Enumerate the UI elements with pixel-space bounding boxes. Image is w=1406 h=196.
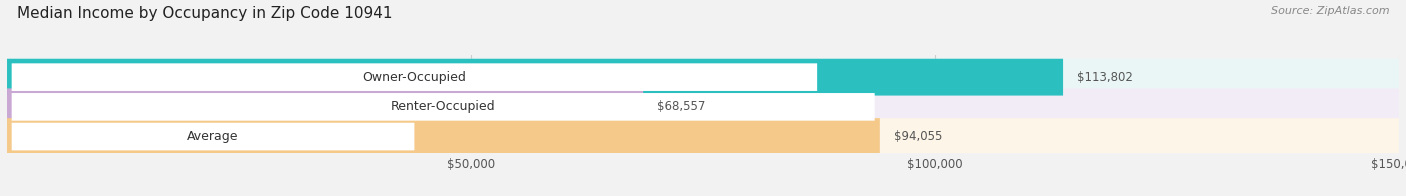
FancyBboxPatch shape xyxy=(7,88,643,125)
Text: Source: ZipAtlas.com: Source: ZipAtlas.com xyxy=(1271,6,1389,16)
Text: Owner-Occupied: Owner-Occupied xyxy=(363,71,467,84)
FancyBboxPatch shape xyxy=(11,63,817,91)
FancyBboxPatch shape xyxy=(7,118,1399,155)
Text: $94,055: $94,055 xyxy=(894,130,942,143)
FancyBboxPatch shape xyxy=(7,59,1399,96)
FancyBboxPatch shape xyxy=(11,93,875,121)
FancyBboxPatch shape xyxy=(11,123,415,150)
Text: Renter-Occupied: Renter-Occupied xyxy=(391,100,495,113)
FancyBboxPatch shape xyxy=(7,88,1399,125)
FancyBboxPatch shape xyxy=(7,59,1063,96)
Text: Median Income by Occupancy in Zip Code 10941: Median Income by Occupancy in Zip Code 1… xyxy=(17,6,392,21)
Text: $68,557: $68,557 xyxy=(657,100,706,113)
FancyBboxPatch shape xyxy=(7,118,880,155)
Text: $113,802: $113,802 xyxy=(1077,71,1133,84)
Text: Average: Average xyxy=(187,130,239,143)
